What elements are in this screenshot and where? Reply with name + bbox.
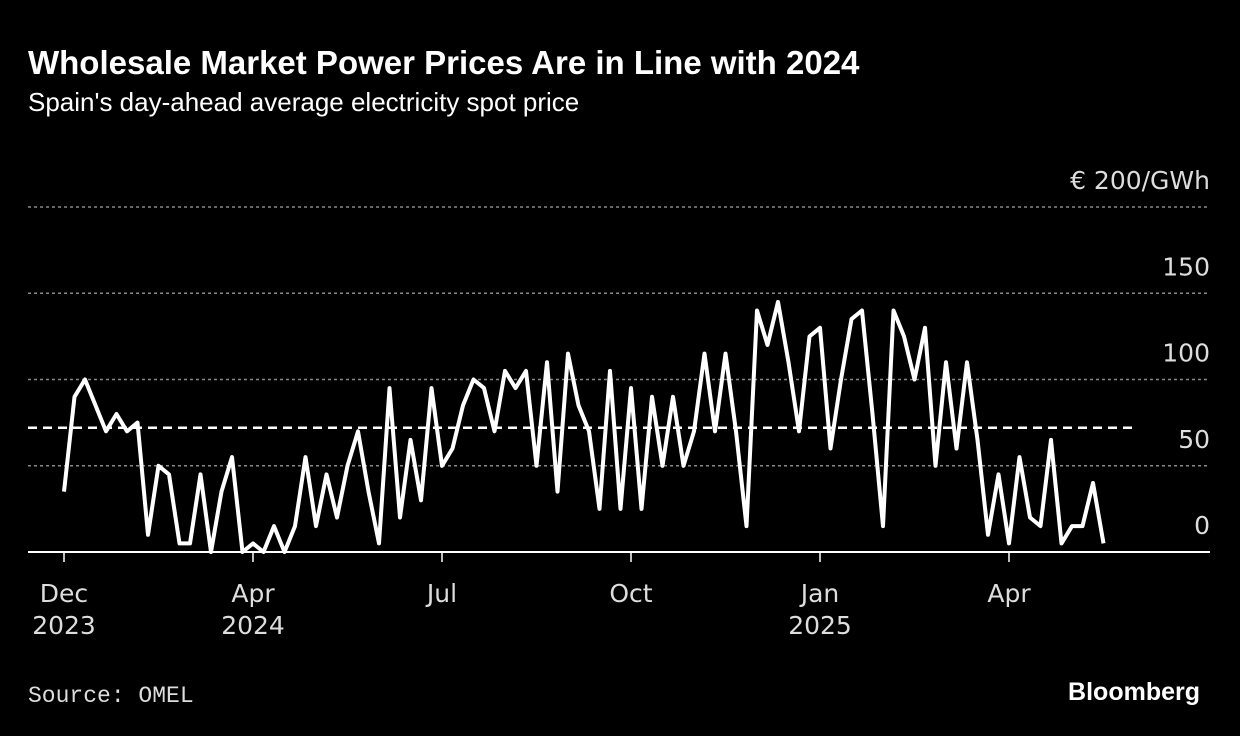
x-tick-label: Apr xyxy=(987,579,1031,608)
y-tick-label: 150 xyxy=(1162,252,1210,281)
source: Source: OMEL xyxy=(28,683,194,709)
y-tick-label: 50 xyxy=(1178,425,1210,454)
x-tick-label: Jul xyxy=(425,579,457,608)
x-tick-label: Apr 2024 xyxy=(221,579,285,640)
price-line xyxy=(62,299,1106,554)
brand: Bloomberg xyxy=(1068,678,1200,706)
x-tick-label: Oct xyxy=(609,579,652,608)
x-tick-label: Jan 2025 xyxy=(788,579,852,640)
y-tick-label: 0 xyxy=(1194,511,1210,540)
chart-subtitle: Spain's day-ahead average electricity sp… xyxy=(28,87,579,117)
x-tick-label: Dec 2023 xyxy=(32,579,96,640)
y-tick-label: € 200/GWh xyxy=(1070,166,1210,195)
chart-title: Wholesale Market Power Prices Are in Lin… xyxy=(28,44,860,81)
y-tick-label: 100 xyxy=(1162,339,1210,368)
